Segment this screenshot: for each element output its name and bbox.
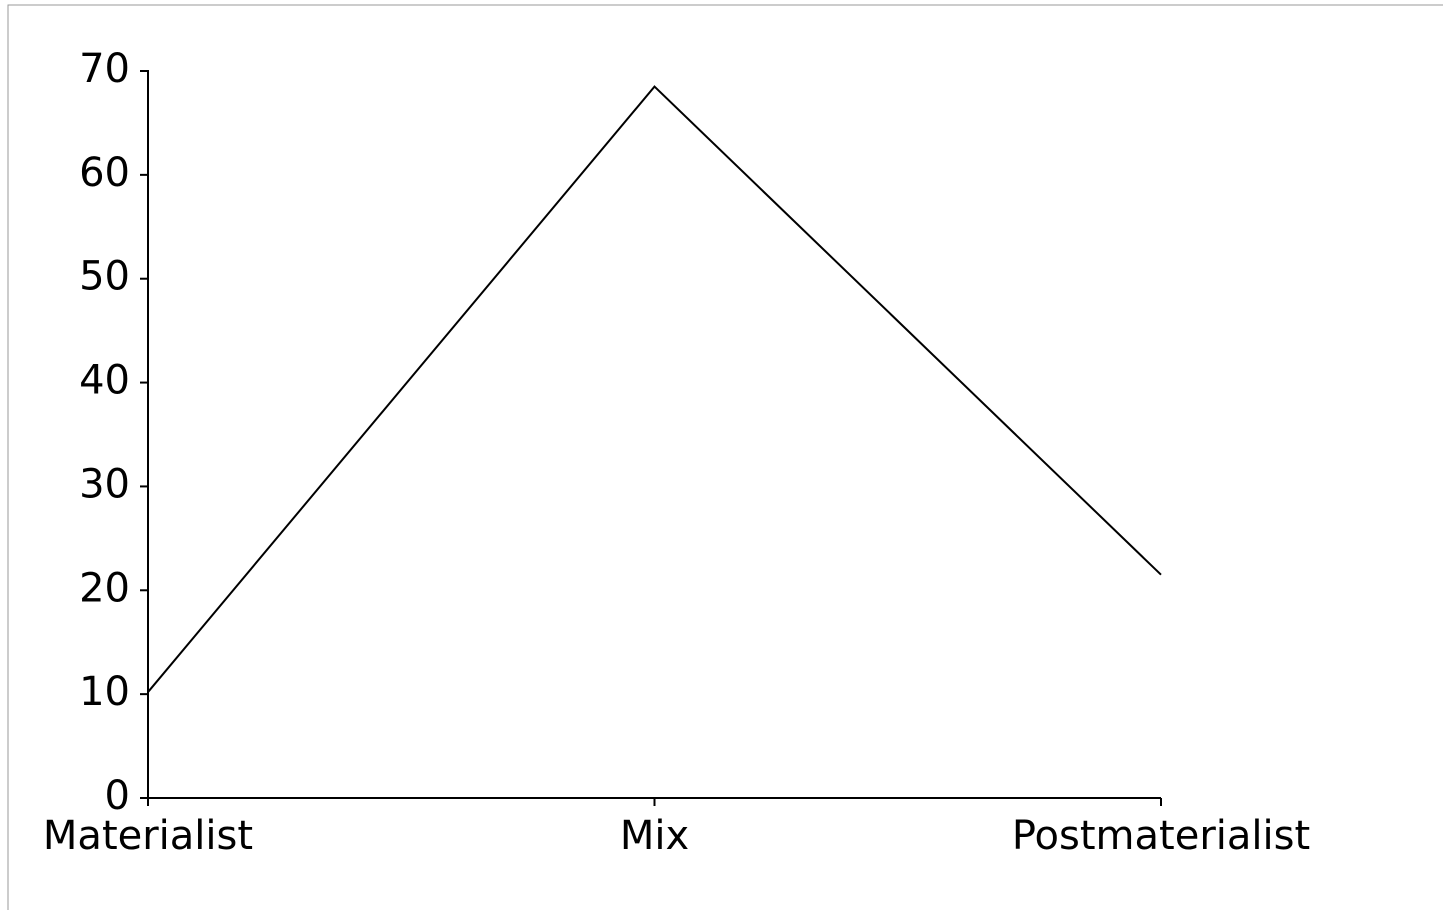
frame (7, 4, 1443, 910)
x-tick-label: Postmaterialist (1012, 813, 1310, 859)
x-tick-label: Materialist (43, 813, 253, 859)
y-tick-label: 0 (105, 773, 130, 819)
y-tick-label: 50 (79, 254, 130, 300)
y-tick-label: 30 (79, 461, 130, 507)
line (147, 85, 1162, 693)
y-tick-label: 20 (79, 565, 130, 611)
y-tick-label: 60 (79, 150, 130, 196)
x-tick-label: Mix (620, 813, 689, 859)
y-tick-label: 10 (79, 669, 130, 715)
y-tick-label: 70 (79, 46, 130, 92)
y-tick-label: 40 (79, 358, 130, 404)
